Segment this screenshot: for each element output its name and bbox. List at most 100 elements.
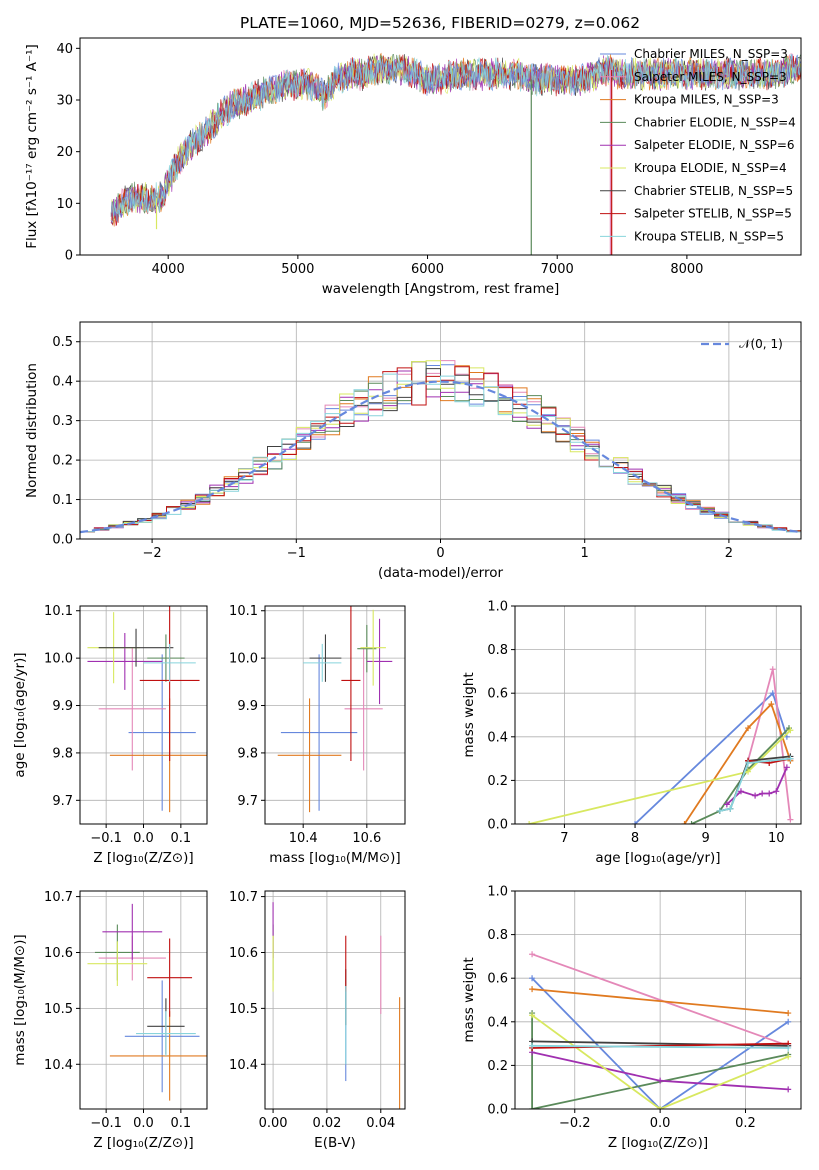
weight-marker <box>723 801 730 808</box>
weight-marker <box>745 725 752 732</box>
y-axis-label: age [log₁₀(age/yr)] <box>12 652 28 777</box>
y-tick-label: 0.4 <box>487 1015 508 1030</box>
y-tick-label: 10.6 <box>229 946 258 961</box>
y-tick-label: 10.6 <box>44 946 73 961</box>
y-tick-label: 0 <box>65 249 73 264</box>
x-tick-label: −2 <box>143 546 162 561</box>
age-vs-Z-plot-area <box>87 606 207 813</box>
y-axis-label: Flux [fλ10⁻¹⁷ erg cm⁻² s⁻¹ A⁻¹] <box>24 44 40 249</box>
y-tick-label: 20 <box>56 145 73 160</box>
normal-curve <box>80 380 801 534</box>
y-tick-label: 0.3 <box>52 414 73 429</box>
y-axis-label: mass weight <box>461 672 477 757</box>
x-axis-label: (data-model)/error <box>378 565 504 581</box>
y-tick-label: 9.7 <box>52 794 73 809</box>
legend-entry: Chabrier STELIB, N_SSP=5 <box>634 184 793 198</box>
mass-vs-Z-plot-area <box>87 903 207 1101</box>
x-tick-label: −0.1 <box>90 831 122 846</box>
x-axis-label: wavelength [Angstrom, rest frame] <box>322 281 560 297</box>
y-tick-label: 40 <box>56 42 73 57</box>
x-tick-label: 0.00 <box>259 1116 288 1131</box>
weight-marker <box>768 701 775 708</box>
x-tick-label: 0.04 <box>366 1116 395 1131</box>
residuals-panel: −2 −1 0 1 2 0.0 0.1 0.2 0.3 0.4 0.5 𝒩(0, 1) (data-mo… <box>24 321 802 581</box>
mass-vs-EBV-panel: 0.00 0.02 0.04 10.4 10.5 10.6 10.7 E(B-V) <box>229 890 406 1151</box>
x-axis-label: E(B-V) <box>314 1135 356 1151</box>
y-tick-label: 0.0 <box>52 533 73 548</box>
weight-series-line <box>528 729 792 824</box>
y-tick-label: 10.5 <box>229 1002 258 1017</box>
weight-marker <box>529 1042 536 1049</box>
weight-marker <box>657 1077 664 1084</box>
y-tick-label: 10.1 <box>44 604 73 619</box>
weight-vs-Z-axes-frame <box>514 890 802 1110</box>
y-tick-label: 9.9 <box>52 699 73 714</box>
weight-vs-Z-panel: −0.2 0.0 0.2 0.0 0.2 0.4 0.6 0.8 1.0 Z [log₁₀(Z/Z… <box>461 885 802 1151</box>
weight-marker <box>529 975 536 982</box>
y-tick-label: 10.4 <box>229 1058 258 1073</box>
y-tick-label: 0.0 <box>487 818 508 833</box>
x-tick-label: 10.6 <box>352 831 381 846</box>
weight-marker <box>716 807 723 814</box>
x-tick-label: 0.1 <box>171 831 192 846</box>
y-tick-label: 10.0 <box>229 652 258 667</box>
y-tick-label: 9.7 <box>237 794 258 809</box>
weight-series-line <box>531 977 789 1109</box>
legend-entry: Chabrier MILES, N_SSP=3 <box>634 47 788 61</box>
weight-vs-age-plot-area <box>526 666 794 824</box>
y-tick-label: 0.6 <box>487 972 508 987</box>
y-axis-label: Normed distribution <box>24 363 40 498</box>
residuals-plot-area <box>80 360 801 539</box>
mass-vs-EBV-axes-frame <box>264 890 406 1110</box>
y-tick-label: 0.2 <box>487 774 508 789</box>
x-tick-label: 7 <box>560 831 568 846</box>
weight-marker <box>787 727 794 734</box>
y-tick-label: 0.0 <box>487 1103 508 1118</box>
weight-marker <box>766 790 773 797</box>
y-tick-label: 10.7 <box>229 890 258 905</box>
weight-marker <box>752 792 759 799</box>
weight-vs-age-panel: 7 8 9 10 0.0 0.2 0.4 0.6 0.8 1.0 age [log₁₀(age/yr… <box>461 600 802 866</box>
weight-marker <box>529 951 536 958</box>
weight-vs-Z-plot-area <box>529 951 792 1109</box>
weight-series-line <box>531 953 789 1047</box>
x-tick-label: −0.2 <box>559 1116 591 1131</box>
x-tick-label: 1 <box>581 546 589 561</box>
x-axis-label: mass [log₁₀(M/M⊙)] <box>269 850 400 866</box>
x-tick-label: 10 <box>768 831 785 846</box>
legend-entry: Chabrier ELODIE, N_SSP=4 <box>634 115 796 129</box>
mass-vs-Z-panel: −0.1 0.0 0.1 10.4 10.5 10.6 10.7 Z [log₁₀(Z/Z⊙)… <box>12 890 208 1151</box>
x-tick-label: 0.02 <box>312 1116 341 1131</box>
x-axis-label: Z [log₁₀(Z/Z⊙)] <box>608 1135 708 1151</box>
y-tick-label: 30 <box>56 94 73 109</box>
weight-marker <box>785 1044 792 1051</box>
weight-series-line <box>532 1042 789 1049</box>
y-tick-label: 9.9 <box>237 699 258 714</box>
y-tick-label: 0.6 <box>487 687 508 702</box>
weight-marker <box>688 821 695 824</box>
weight-marker <box>759 790 766 797</box>
weight-marker <box>529 1012 536 1019</box>
y-tick-label: 0.8 <box>487 643 508 658</box>
y-axis-label: mass [log₁₀(M/M⊙)] <box>12 934 28 1065</box>
weight-marker <box>681 821 688 824</box>
x-tick-label: 4000 <box>152 262 185 277</box>
legend-entry: Kroupa MILES, N_SSP=3 <box>634 93 779 107</box>
weight-marker <box>737 788 744 795</box>
weight-marker <box>727 805 734 812</box>
age-vs-Z-panel: −0.1 0.0 0.1 9.7 9.8 9.9 10.0 10.1 Z [log₁₀(Z/Z⊙… <box>12 604 208 866</box>
y-tick-label: 1.0 <box>487 600 508 615</box>
y-tick-label: 10.7 <box>44 890 73 905</box>
y-axis-label: mass weight <box>461 957 477 1042</box>
weight-marker <box>787 816 794 823</box>
x-tick-label: −1 <box>287 546 306 561</box>
weight-marker <box>783 764 790 771</box>
residuals-axes-frame <box>79 321 802 540</box>
weight-marker <box>785 1010 792 1017</box>
age-vs-mass-axes-frame <box>264 605 406 825</box>
weight-marker <box>529 986 536 993</box>
weight-marker <box>632 821 639 824</box>
age-vs-Z-axes-frame <box>79 605 208 825</box>
weight-marker <box>526 821 533 824</box>
